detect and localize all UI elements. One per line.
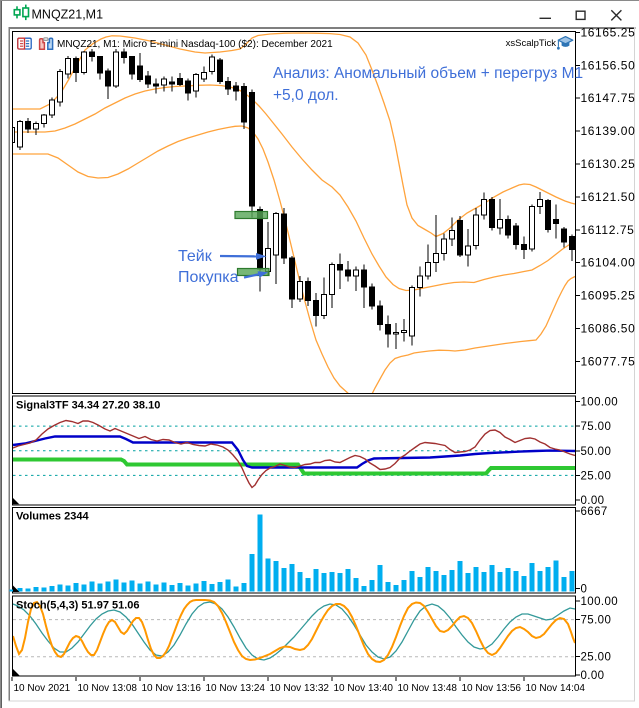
svg-text:16156.50: 16156.50 xyxy=(581,58,636,72)
svg-text:10 Nov 13:16: 10 Nov 13:16 xyxy=(142,683,202,694)
svg-text:0.00: 0.00 xyxy=(581,670,605,682)
svg-text:100.00: 100.00 xyxy=(581,397,619,409)
svg-text:MNQZ21, M1: Micro E-mini Nasd: MNQZ21, M1: Micro E-mini Nasdaq-100 ($2)… xyxy=(57,39,333,50)
svg-text:10 Nov 13:56: 10 Nov 13:56 xyxy=(462,683,522,694)
svg-text:10 Nov 13:32: 10 Nov 13:32 xyxy=(270,683,330,694)
svg-text:16112.75: 16112.75 xyxy=(581,223,635,237)
svg-text:16086.50: 16086.50 xyxy=(581,322,636,336)
svg-text:10 Nov 13:48: 10 Nov 13:48 xyxy=(398,683,458,694)
svg-text:Stoch(5,4,3) 51.97 51.06: Stoch(5,4,3) 51.97 51.06 xyxy=(16,600,140,612)
svg-text:25.00: 25.00 xyxy=(581,652,612,664)
svg-text:10 Nov 2021: 10 Nov 2021 xyxy=(14,683,71,694)
svg-text:Покупка: Покупка xyxy=(178,269,239,286)
svg-text:Volumes 2344: Volumes 2344 xyxy=(16,511,89,523)
svg-text:25.00: 25.00 xyxy=(581,470,612,482)
svg-text:75.00: 75.00 xyxy=(581,421,612,433)
svg-text:+5,0 дол.: +5,0 дол. xyxy=(273,87,339,104)
svg-text:50.00: 50.00 xyxy=(581,446,612,458)
svg-text:10 Nov 13:40: 10 Nov 13:40 xyxy=(334,683,394,694)
svg-text:Анализ: Аномальный объем + пер: Анализ: Аномальный объем + перегруз М1 xyxy=(273,65,583,82)
svg-text:MNQZ21,M1: MNQZ21,M1 xyxy=(32,8,104,22)
svg-text:Signal3TF 34.34 27.20 38.10: Signal3TF 34.34 27.20 38.10 xyxy=(16,400,160,412)
svg-text:16077.75: 16077.75 xyxy=(581,354,636,368)
svg-text:10 Nov 14:04: 10 Nov 14:04 xyxy=(526,683,586,694)
svg-text:0: 0 xyxy=(581,584,588,596)
svg-text:6667: 6667 xyxy=(581,506,608,518)
svg-text:75.00: 75.00 xyxy=(581,615,612,627)
svg-text:0.00: 0.00 xyxy=(581,495,605,507)
svg-text:xsScalpTick: xsScalpTick xyxy=(506,38,557,49)
svg-text:Тейк: Тейк xyxy=(178,248,213,265)
svg-text:16095.25: 16095.25 xyxy=(581,289,636,303)
svg-text:16139.00: 16139.00 xyxy=(581,124,636,138)
svg-text:16147.75: 16147.75 xyxy=(581,91,636,105)
svg-text:10 Nov 13:08: 10 Nov 13:08 xyxy=(78,683,138,694)
svg-text:100.00: 100.00 xyxy=(581,596,619,608)
svg-text:16104.00: 16104.00 xyxy=(581,256,636,270)
svg-text:16121.50: 16121.50 xyxy=(581,190,636,204)
svg-text:16130.25: 16130.25 xyxy=(581,157,636,171)
svg-text:16165.25: 16165.25 xyxy=(581,25,636,39)
svg-text:10 Nov 13:24: 10 Nov 13:24 xyxy=(206,683,266,694)
